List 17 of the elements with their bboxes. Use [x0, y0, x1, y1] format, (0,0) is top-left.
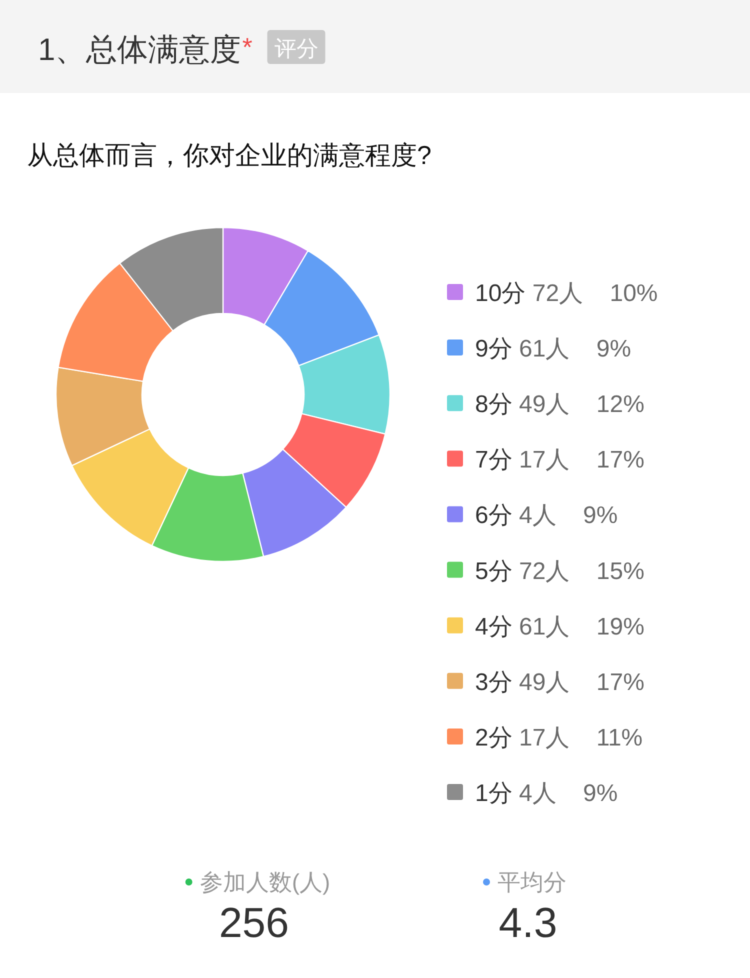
text: *	[242, 32, 252, 62]
legend-label: 8分 49人 12%	[475, 391, 644, 418]
chart-subtitle: 从总体而言，你对企业的满意程度?	[27, 140, 432, 170]
legend-label: 6分 4人 9%	[475, 502, 618, 530]
legend-label: 2分 17人 11%	[475, 724, 643, 752]
legend-label: 7分 17人 17%	[475, 446, 644, 474]
text: 4.3	[498, 899, 558, 946]
legend-label: 5分 72人 15%	[475, 558, 644, 585]
legend-label: 10分 72人 10%	[475, 280, 658, 307]
legend-label: 9分 61人 9%	[475, 336, 632, 363]
text: 平均分	[498, 869, 566, 895]
legend-label: 3分 49人 17%	[475, 668, 644, 696]
chart-title: 1、总体满意度	[38, 32, 242, 67]
legend-label: 4分 61人 19%	[475, 613, 644, 640]
text: 参加人数(人)	[200, 869, 330, 895]
text: 256	[218, 899, 290, 946]
legend-label: 1分 4人 9%	[475, 780, 618, 808]
